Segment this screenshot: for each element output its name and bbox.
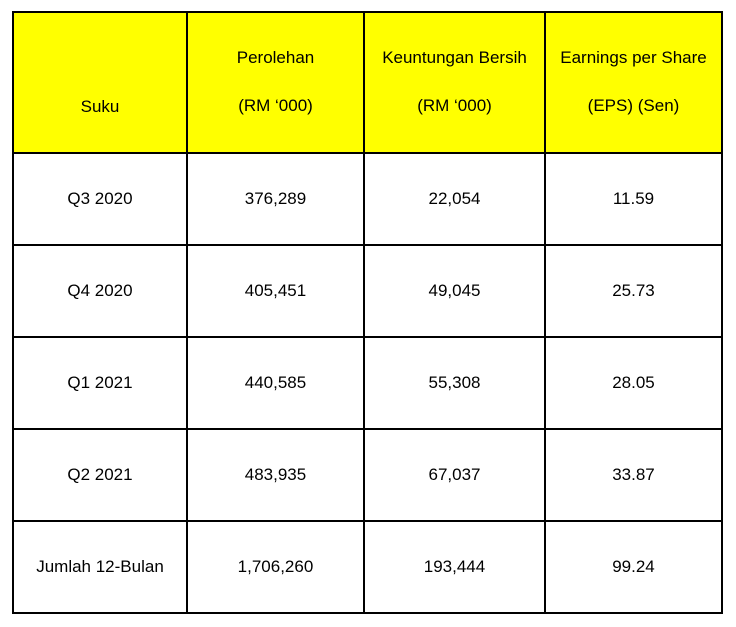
cell-quarter: Q3 2020 bbox=[12, 152, 188, 246]
cell-perolehan: 405,451 bbox=[186, 244, 365, 338]
header-cell-perolehan: Perolehan (RM ‘000) bbox=[186, 11, 365, 154]
cell-eps: 25.73 bbox=[544, 244, 723, 338]
header-unit-perolehan: (RM ‘000) bbox=[238, 95, 313, 115]
cell-quarter: Q4 2020 bbox=[12, 244, 188, 338]
header-label-eps: Earnings per Share bbox=[560, 47, 707, 67]
cell-total-keuntungan-bersih: 193,444 bbox=[363, 520, 546, 614]
total-row: Jumlah 12-Bulan 1,706,260 193,444 99.24 bbox=[12, 520, 723, 614]
table-row: Q4 2020 405,451 49,045 25.73 bbox=[12, 244, 723, 338]
table-header: Suku Perolehan (RM ‘000) Keuntungan Bers… bbox=[12, 11, 723, 154]
header-unit-eps: (EPS) (Sen) bbox=[587, 95, 680, 115]
header-label-perolehan: Perolehan bbox=[236, 47, 315, 67]
cell-eps: 33.87 bbox=[544, 428, 723, 522]
cell-perolehan: 440,585 bbox=[186, 336, 365, 430]
cell-total-eps: 99.24 bbox=[544, 520, 723, 614]
cell-keuntungan-bersih: 49,045 bbox=[363, 244, 546, 338]
cell-keuntungan-bersih: 22,054 bbox=[363, 152, 546, 246]
header-cell-keuntungan-bersih: Keuntungan Bersih (RM ‘000) bbox=[363, 11, 546, 154]
financial-results-table: Suku Perolehan (RM ‘000) Keuntungan Bers… bbox=[12, 11, 723, 614]
table-row: Q1 2021 440,585 55,308 28.05 bbox=[12, 336, 723, 430]
cell-total-perolehan: 1,706,260 bbox=[186, 520, 365, 614]
header-cell-suku: Suku bbox=[12, 11, 188, 154]
header-label-keuntungan-bersih: Keuntungan Bersih bbox=[382, 47, 527, 67]
header-unit-keuntungan-bersih: (RM ‘000) bbox=[417, 95, 492, 115]
cell-perolehan: 376,289 bbox=[186, 152, 365, 246]
table-row: Q2 2021 483,935 67,037 33.87 bbox=[12, 428, 723, 522]
cell-quarter: Q1 2021 bbox=[12, 336, 188, 430]
cell-quarter: Q2 2021 bbox=[12, 428, 188, 522]
cell-keuntungan-bersih: 55,308 bbox=[363, 336, 546, 430]
cell-keuntungan-bersih: 67,037 bbox=[363, 428, 546, 522]
table-body: Q3 2020 376,289 22,054 11.59 Q4 2020 405… bbox=[12, 152, 723, 614]
cell-total-label: Jumlah 12-Bulan bbox=[12, 520, 188, 614]
cell-perolehan: 483,935 bbox=[186, 428, 365, 522]
header-row: Suku Perolehan (RM ‘000) Keuntungan Bers… bbox=[12, 11, 723, 154]
cell-eps: 11.59 bbox=[544, 152, 723, 246]
cell-eps: 28.05 bbox=[544, 336, 723, 430]
header-label-suku: Suku bbox=[80, 96, 120, 116]
header-cell-eps: Earnings per Share (EPS) (Sen) bbox=[544, 11, 723, 154]
table-row: Q3 2020 376,289 22,054 11.59 bbox=[12, 152, 723, 246]
